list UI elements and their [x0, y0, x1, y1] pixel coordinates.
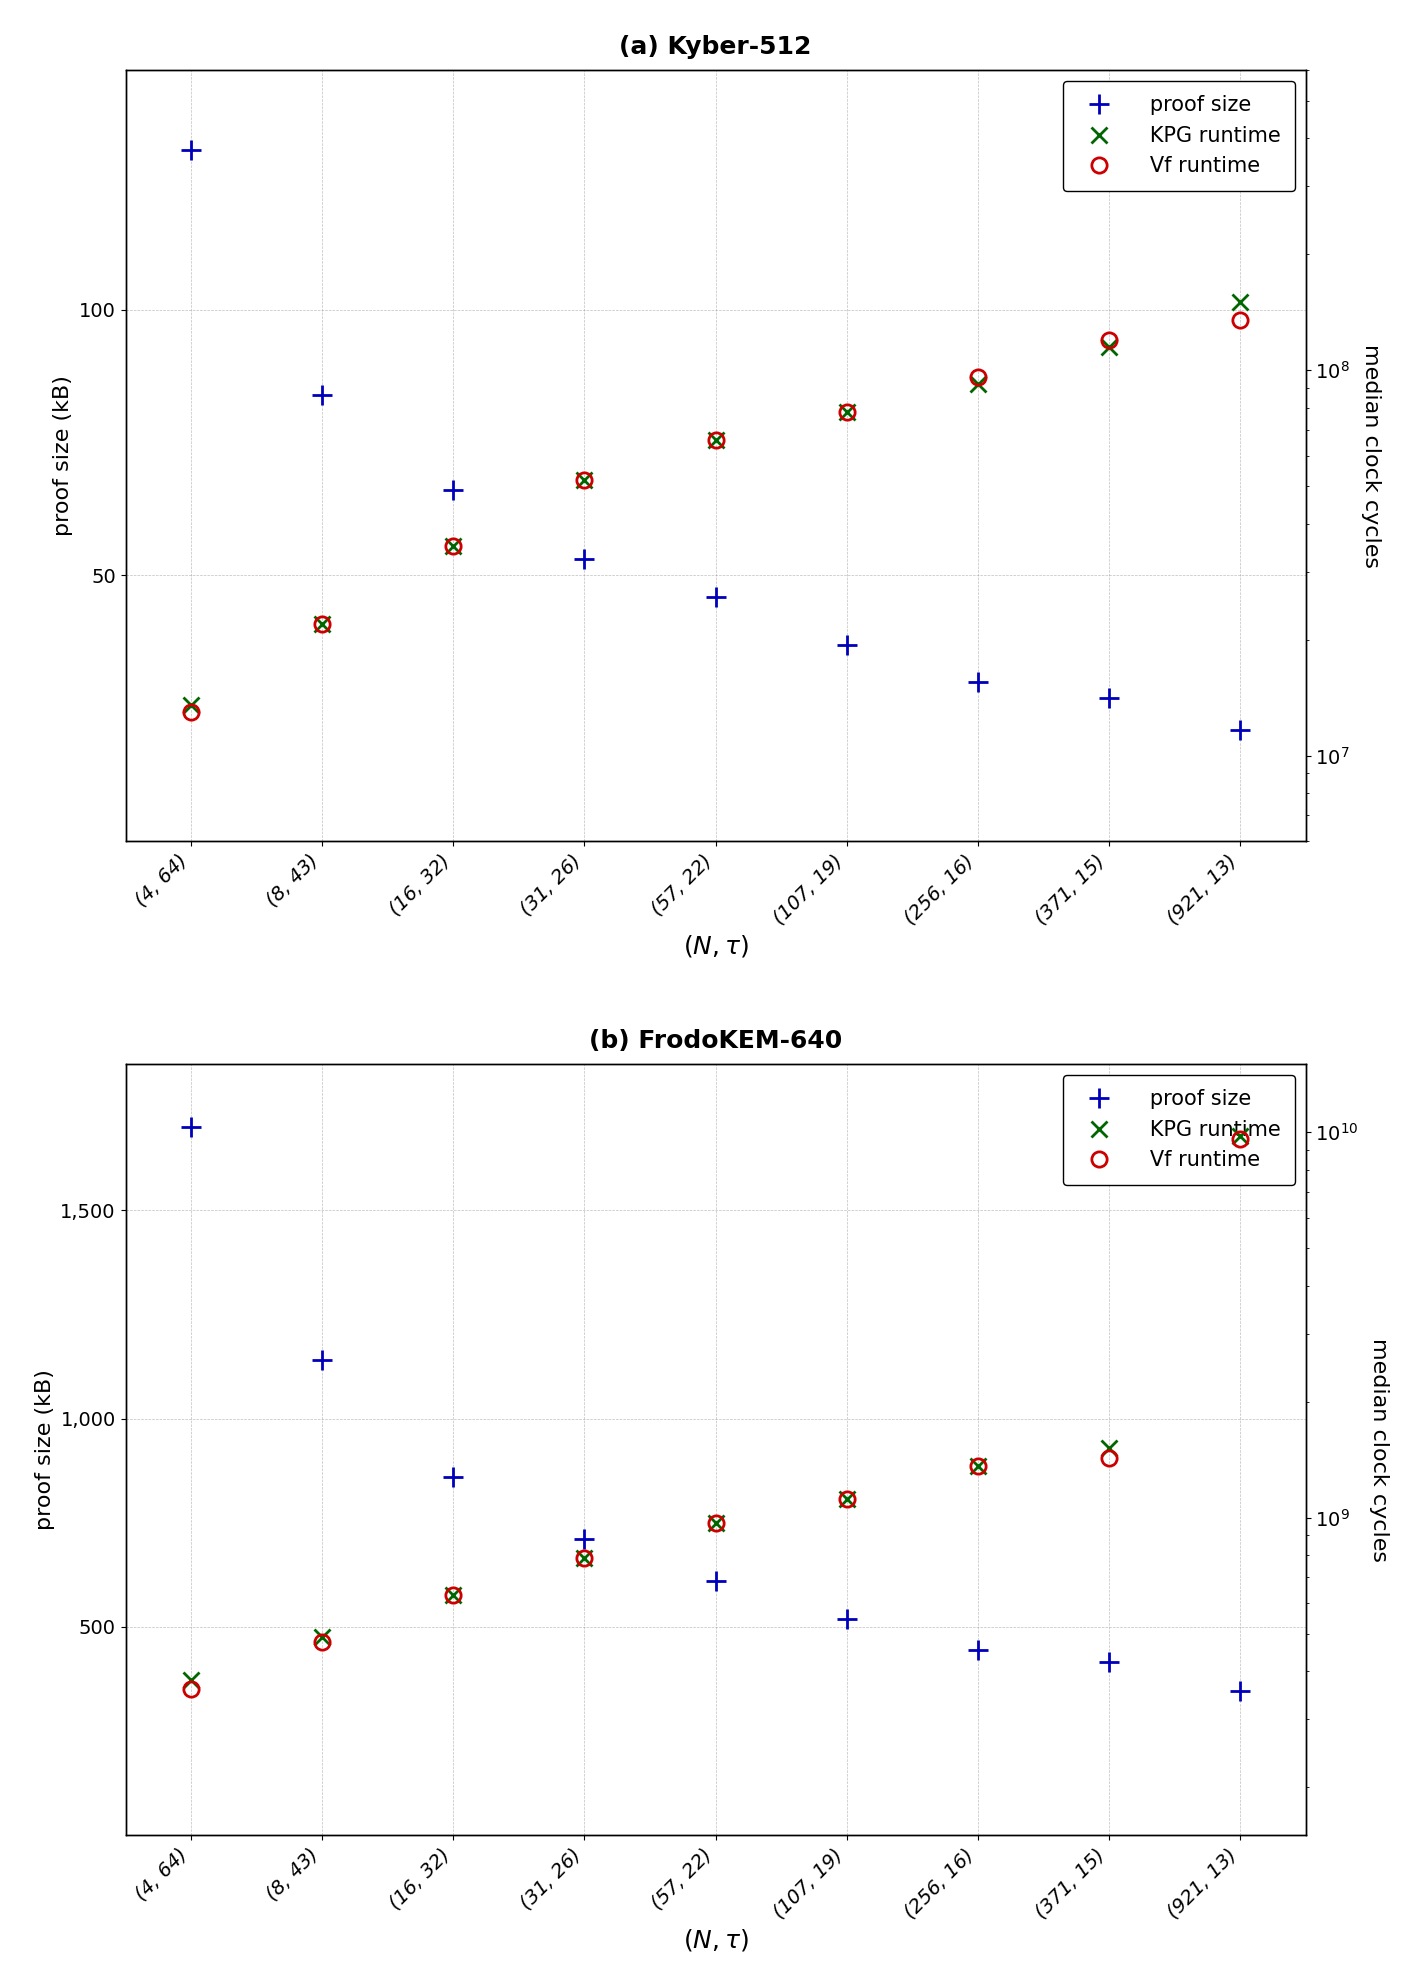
-    Vf runtime: [970, 1455, 987, 1479]
-    KPG runtime: [182, 1668, 199, 1692]
-    Vf runtime: [1101, 328, 1118, 352]
-    KPG runtime: [575, 1547, 592, 1571]
-    Vf runtime: [706, 1511, 723, 1535]
-    proof size: [706, 1569, 723, 1592]
- Line:    proof size: proof size: [181, 141, 1250, 740]
-    Vf runtime: [182, 1676, 199, 1700]
-    KPG runtime: [575, 467, 592, 491]
-    proof size: [444, 1465, 461, 1489]
-    KPG runtime: [1101, 334, 1118, 358]
- Line:    KPG runtime: KPG runtime: [182, 294, 1249, 714]
-    Vf runtime: [575, 467, 592, 491]
- Y-axis label: proof size (kB): proof size (kB): [34, 1370, 54, 1531]
-    proof size: [313, 1348, 330, 1372]
-    proof size: [575, 1527, 592, 1551]
-    KPG runtime: [706, 1511, 723, 1535]
- Title: (a) Kyber-512: (a) Kyber-512: [619, 34, 812, 60]
- Legend:    proof size,    KPG runtime,    Vf runtime: proof size, KPG runtime, Vf runtime: [1064, 82, 1296, 191]
- Y-axis label: median clock cycles: median clock cycles: [1370, 1338, 1390, 1563]
-    Vf runtime: [839, 400, 856, 423]
-    proof size: [839, 632, 856, 656]
-    Vf runtime: [575, 1547, 592, 1571]
-    KPG runtime: [706, 427, 723, 451]
- Legend:    proof size,    KPG runtime,    Vf runtime: proof size, KPG runtime, Vf runtime: [1064, 1076, 1296, 1185]
- Line:    proof size: proof size: [181, 1117, 1250, 1702]
-    proof size: [444, 479, 461, 503]
-    Vf runtime: [706, 427, 723, 451]
- Y-axis label: median clock cycles: median clock cycles: [1360, 344, 1380, 569]
-    KPG runtime: [839, 1487, 856, 1511]
-    KPG runtime: [444, 535, 461, 559]
- Line:    Vf runtime: Vf runtime: [184, 312, 1247, 720]
-    Vf runtime: [970, 366, 987, 390]
-    Vf runtime: [1232, 308, 1249, 332]
-    KPG runtime: [313, 612, 330, 636]
-    Vf runtime: [444, 535, 461, 559]
-    proof size: [1232, 718, 1249, 742]
- Line:    Vf runtime: Vf runtime: [184, 1131, 1247, 1696]
-    proof size: [575, 547, 592, 571]
-    proof size: [1232, 1680, 1249, 1704]
-    proof size: [182, 139, 199, 163]
-    proof size: [970, 1638, 987, 1662]
-    proof size: [970, 670, 987, 694]
-    Vf runtime: [1232, 1127, 1249, 1151]
-    Vf runtime: [444, 1582, 461, 1606]
-    Vf runtime: [839, 1487, 856, 1511]
-    Vf runtime: [1101, 1445, 1118, 1469]
-    KPG runtime: [182, 694, 199, 718]
-    KPG runtime: [1232, 290, 1249, 314]
-    KPG runtime: [313, 1624, 330, 1648]
-    proof size: [1101, 686, 1118, 710]
-    KPG runtime: [970, 1455, 987, 1479]
-    KPG runtime: [444, 1582, 461, 1606]
-    Vf runtime: [313, 612, 330, 636]
-    proof size: [839, 1606, 856, 1630]
-    proof size: [182, 1115, 199, 1139]
- Line:    KPG runtime: KPG runtime: [182, 1127, 1249, 1688]
-    proof size: [1101, 1650, 1118, 1674]
-    KPG runtime: [1101, 1435, 1118, 1459]
- Y-axis label: proof size (kB): proof size (kB): [53, 376, 74, 537]
- X-axis label: $(N, \tau)$: $(N, \tau)$: [682, 932, 749, 960]
- Title: (b) FrodoKEM-640: (b) FrodoKEM-640: [590, 1028, 842, 1054]
-    Vf runtime: [313, 1630, 330, 1654]
-    KPG runtime: [839, 400, 856, 423]
-    KPG runtime: [1232, 1123, 1249, 1147]
-    Vf runtime: [182, 700, 199, 724]
- X-axis label: $(N, \tau)$: $(N, \tau)$: [682, 1926, 749, 1954]
-    proof size: [706, 584, 723, 608]
-    KPG runtime: [970, 372, 987, 396]
-    proof size: [313, 384, 330, 408]
